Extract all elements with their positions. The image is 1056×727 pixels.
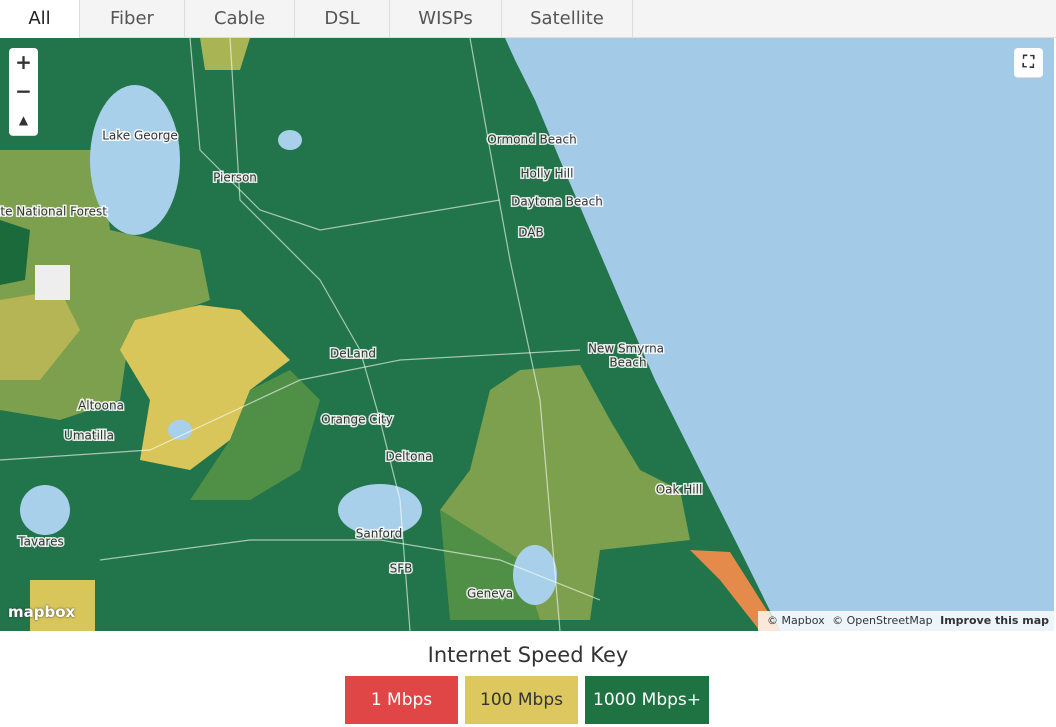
tab[interactable]: Cable: [185, 0, 295, 38]
attribution: © Mapbox © OpenStreetMap Improve this ma…: [758, 611, 1054, 631]
attribution-link[interactable]: Improve this map: [940, 614, 1049, 627]
tab[interactable]: All: [0, 0, 80, 38]
key: 1 Mbps 100 Mbps 1000 Mbps+: [345, 676, 710, 724]
place-label: Orange City: [321, 413, 393, 427]
place-label: ate National Forest: [0, 205, 107, 219]
zoom-in[interactable]: +: [9, 48, 38, 78]
compass[interactable]: ▲: [9, 106, 38, 136]
tab[interactable]: Satellite: [502, 0, 633, 38]
key-item: 1 Mbps: [345, 676, 458, 724]
map[interactable]: Lake George Pierson ate National Forest Orm…: [0, 38, 1054, 631]
place-label: Holly Hill: [521, 167, 574, 181]
tab-bar: All Fiber Cable DSL WISPs Satellite: [0, 0, 1056, 38]
place-label: Sanford: [356, 527, 402, 541]
place-label: New Smyrna: [588, 342, 664, 356]
mapbox-logo[interactable]: mapbox: [8, 603, 76, 621]
tab[interactable]: Fiber: [80, 0, 185, 38]
place-label: Oak Hill: [656, 483, 703, 497]
attribution-link[interactable]: © Mapbox: [767, 614, 825, 627]
place-label: Altoona: [78, 399, 124, 413]
key-title: Internet Speed Key: [427, 643, 629, 667]
place-label: DAB: [518, 226, 543, 240]
attribution-link[interactable]: © OpenStreetMap: [832, 614, 933, 627]
fullscreen[interactable]: ⛶: [1014, 48, 1043, 78]
place-label: Lake George: [102, 129, 178, 143]
tab[interactable]: DSL: [295, 0, 390, 38]
place-label: DeLand: [330, 347, 376, 361]
zoom-out[interactable]: −: [9, 77, 38, 107]
place-label: Ormond Beach: [487, 133, 576, 147]
place-label: SFB: [390, 562, 413, 576]
place-label: Deltona: [386, 450, 433, 464]
place-label: Geneva: [467, 587, 513, 601]
tab[interactable]: WISPs: [390, 0, 502, 38]
place-label: Beach: [609, 356, 646, 370]
key-item: 100 Mbps: [465, 676, 578, 724]
place-label: Tavares: [17, 535, 63, 549]
place-label: Umatilla: [64, 429, 114, 443]
place-label: Pierson: [213, 171, 257, 185]
key-item: 1000 Mbps+: [585, 676, 710, 724]
place-label: Daytona Beach: [511, 195, 603, 209]
